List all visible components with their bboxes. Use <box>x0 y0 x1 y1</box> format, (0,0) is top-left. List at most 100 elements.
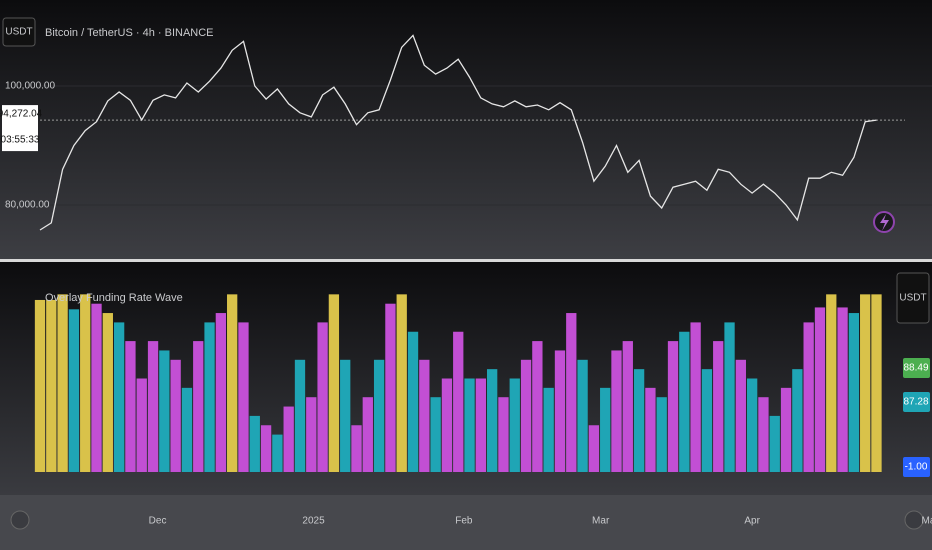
wave-bar <box>871 294 882 472</box>
wave-bar <box>181 387 193 472</box>
wave-bar <box>735 359 746 472</box>
wave-bar <box>351 425 362 472</box>
x-tick-label: 2025 <box>302 516 325 527</box>
wave-bar <box>464 378 475 472</box>
wave-bar <box>441 378 453 472</box>
wave-bar <box>396 294 407 472</box>
wave-bar <box>746 378 758 472</box>
wave-bar <box>656 397 667 472</box>
lightning <box>880 214 889 231</box>
price-line-series <box>39 34 877 231</box>
wave-bar <box>34 299 46 472</box>
wave-bar <box>294 359 306 472</box>
wave-bar <box>724 322 735 472</box>
wave-bar <box>283 406 294 472</box>
value-tag-label: 88.49 <box>903 363 928 374</box>
wave-bar <box>520 359 532 472</box>
wave-bar <box>419 359 430 472</box>
chart-title: Bitcoin / TetherUS · 4h · BINANCE <box>45 27 214 39</box>
countdown: 03:55:33 <box>1 135 40 146</box>
wave-bar <box>80 294 91 472</box>
currency-box[interactable] <box>2 17 36 47</box>
zoom-button[interactable] <box>10 510 30 530</box>
wave-bar <box>667 341 679 472</box>
wave-bar <box>803 322 814 472</box>
wave-bar <box>826 294 837 472</box>
x-tick-label: Mar <box>592 516 610 527</box>
x-tick-label: Apr <box>744 516 760 527</box>
wave-bar <box>340 359 351 472</box>
wave-bar <box>407 331 419 472</box>
wave-bar <box>792 369 803 472</box>
value-tag-label: -1.00 <box>905 462 928 473</box>
wave-bar <box>159 350 170 472</box>
wave-bar <box>780 387 792 472</box>
y-tick-label: 100,000.00 <box>5 81 55 92</box>
wave-bar <box>713 341 724 472</box>
wave-bar <box>769 415 780 472</box>
currency: USDT <box>899 293 926 304</box>
wave-bar <box>532 341 543 472</box>
wave-bar <box>317 322 328 472</box>
wave-bar <box>125 341 136 472</box>
x-tick-label: Feb <box>455 516 473 527</box>
price-label: 94,272.04 <box>0 109 43 120</box>
wave-bar <box>701 369 713 472</box>
x-tick-label: Dec <box>149 516 167 527</box>
wave-bar <box>170 359 181 472</box>
pane-divider <box>0 259 932 262</box>
currency-box[interactable] <box>896 272 930 324</box>
wave-bar <box>860 294 871 472</box>
wave-bar <box>362 397 373 472</box>
wave-bar <box>848 313 860 472</box>
wave-bar <box>306 397 317 472</box>
wave-bar <box>622 341 633 472</box>
wave-bar <box>385 303 396 472</box>
wave-bar <box>68 309 80 472</box>
wave-bar <box>430 397 441 472</box>
value-tag <box>903 358 930 378</box>
price-pane <box>0 0 932 259</box>
wave-bar <box>837 307 848 472</box>
wave-bar <box>453 331 464 472</box>
wave-bar <box>102 313 113 472</box>
wave-bar <box>193 341 204 472</box>
indicator-title: Overlay Funding Rate Wave <box>45 292 183 304</box>
x-tick-label: Ma <box>922 516 932 527</box>
wave-bar <box>238 322 249 472</box>
wave-bar <box>600 387 611 472</box>
wave-bar <box>633 369 645 472</box>
wave-bar <box>272 434 283 472</box>
wave-bar <box>498 397 509 472</box>
wave-bar <box>554 350 566 472</box>
wave-bar <box>91 303 102 472</box>
currency: USDT <box>5 27 32 38</box>
wave-bar <box>543 387 554 472</box>
wave-bar <box>487 369 498 472</box>
wave-bar <box>679 331 690 472</box>
wave-bar <box>373 359 385 472</box>
wave-bar <box>577 359 588 472</box>
wave-bar <box>147 341 159 472</box>
auto-button[interactable] <box>904 510 924 530</box>
wave-bar <box>328 294 340 472</box>
wave-bar <box>260 425 272 472</box>
wave-bar <box>215 313 227 472</box>
wave-bar <box>136 378 147 472</box>
wave-bar <box>475 378 486 472</box>
wave-bar <box>227 294 238 472</box>
wave-bar <box>690 322 701 472</box>
wave-bar <box>113 322 125 472</box>
wave-bar <box>46 299 57 472</box>
wave-bar <box>645 387 656 472</box>
wave-bar <box>814 307 826 472</box>
wave-bar <box>509 378 520 472</box>
price-label-box <box>2 105 38 152</box>
wave-bar <box>566 313 577 472</box>
time-axis <box>0 495 932 550</box>
wave-bar <box>611 350 622 472</box>
wave-bar <box>204 322 215 472</box>
wave-bar <box>249 415 260 472</box>
value-tag <box>903 392 930 412</box>
wave-bar <box>758 397 769 472</box>
